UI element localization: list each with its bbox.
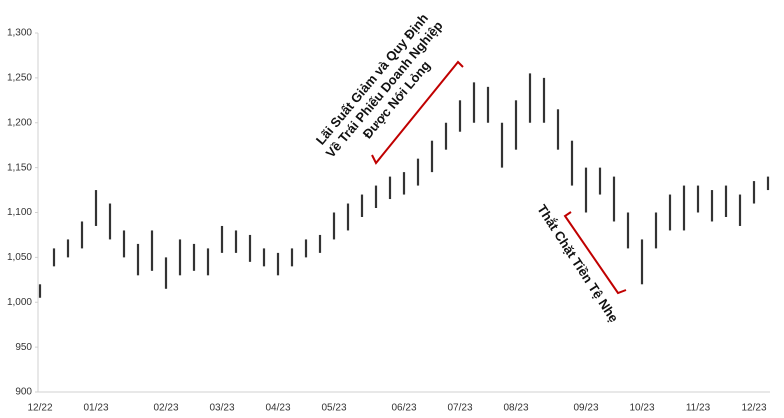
y-tick-label: 1,050	[7, 252, 32, 263]
annotation-line: Thắt Chặt Tiền Tệ Nhẹ	[534, 202, 621, 325]
annotation: Thắt Chặt Tiền Tệ Nhẹ	[534, 202, 621, 325]
y-tick-label: 1,250	[7, 73, 32, 84]
y-tick-label: 900	[15, 387, 32, 398]
bracket	[563, 211, 627, 295]
x-tick-label: 05/23	[321, 403, 346, 414]
x-tick-label: 11/23	[686, 403, 711, 414]
x-tick-label: 08/23	[503, 403, 528, 414]
x-tick-label: 01/23	[83, 403, 108, 414]
x-tick-label: 04/23	[265, 403, 290, 414]
annotation-line: Về Trái Phiếu Doanh Nghiệp	[323, 18, 446, 160]
x-tick-label: 10/23	[629, 403, 654, 414]
x-tick-label: 07/23	[447, 403, 472, 414]
bracket	[371, 60, 464, 165]
y-tick-label: 1,100	[7, 207, 32, 218]
y-tick-label: 1,300	[7, 28, 32, 39]
y-tick-label: 950	[15, 342, 32, 353]
x-tick-label: 06/23	[391, 403, 416, 414]
x-tick-label: 12/23	[741, 403, 766, 414]
y-tick-label: 1,200	[7, 117, 32, 128]
x-tick-label: 03/23	[209, 403, 234, 414]
y-tick-label: 1,000	[7, 297, 32, 308]
y-tick-label: 1,150	[7, 162, 32, 173]
x-tick-label: 12/22	[27, 403, 52, 414]
x-tick-label: 09/23	[573, 403, 598, 414]
x-tick-label: 02/23	[153, 403, 178, 414]
